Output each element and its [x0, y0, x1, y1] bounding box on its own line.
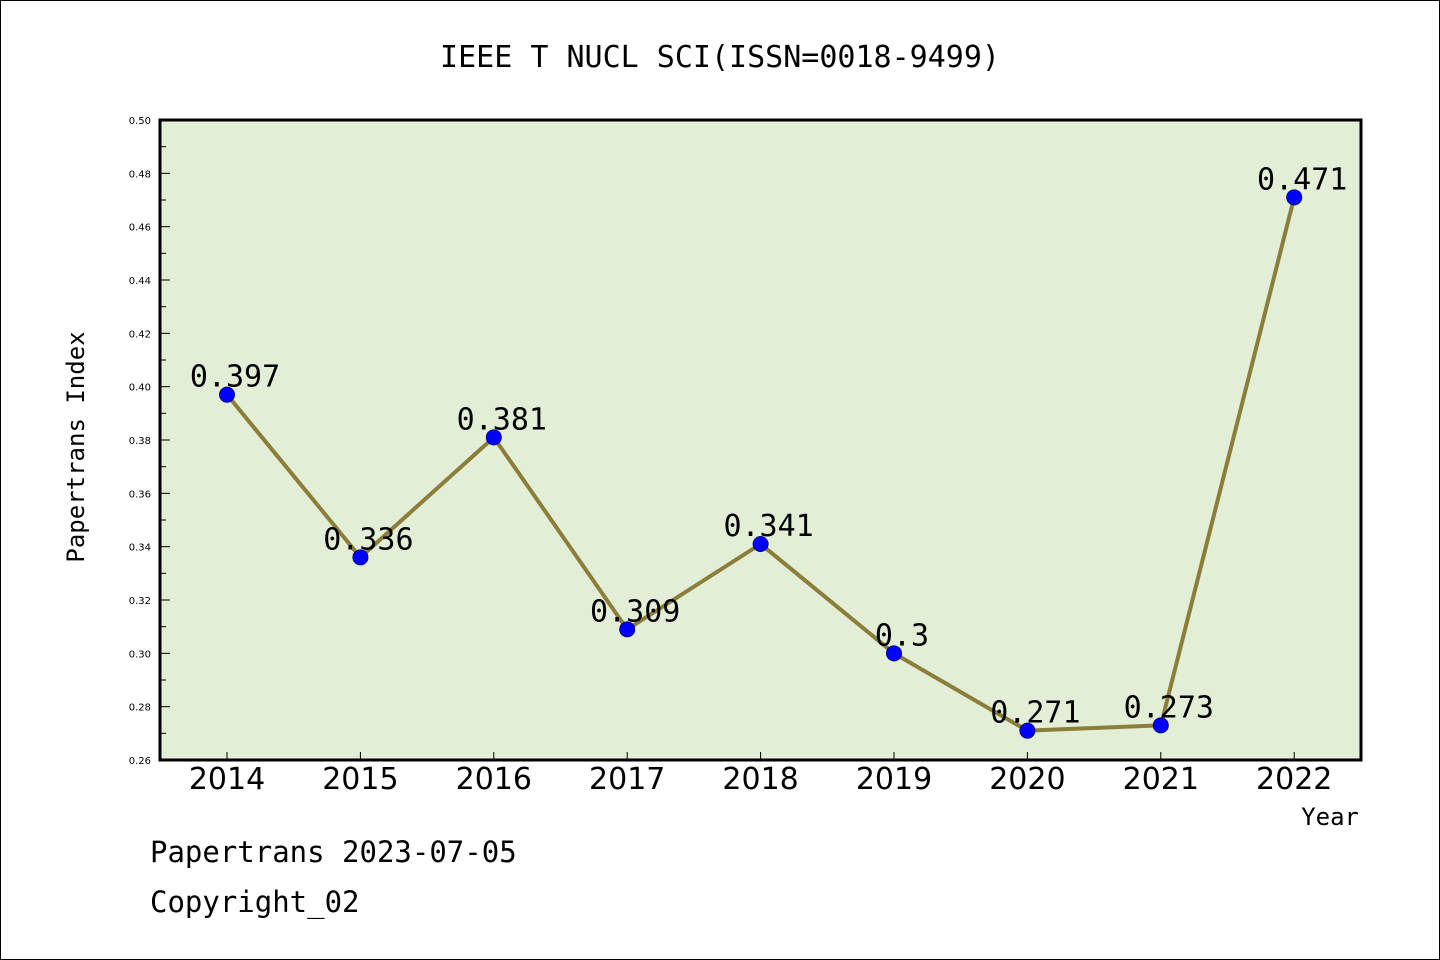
data-label: 0.381 [457, 402, 547, 437]
data-point [752, 536, 769, 552]
x-tick-label: 2020 [989, 762, 1065, 797]
data-point [1019, 722, 1036, 739]
data-point [219, 386, 235, 403]
data-point [352, 549, 369, 566]
data-point [1152, 717, 1169, 734]
data-label: 0.336 [323, 522, 413, 557]
x-tick-label: 2021 [1123, 762, 1199, 797]
x-tick-label: 2017 [589, 762, 665, 797]
data-point [485, 429, 502, 446]
data-point [886, 645, 902, 662]
footer-date: Papertrans 2023-07-05 [150, 835, 517, 869]
x-tick-label: 2015 [322, 762, 398, 797]
y-tick-label: 0.26 [129, 756, 151, 767]
y-tick-label: 0.38 [129, 436, 151, 447]
y-tick-label: 0.28 [129, 703, 151, 714]
data-label: 0.397 [190, 360, 280, 395]
data-point [619, 621, 636, 638]
y-tick-label: 0.42 [129, 329, 151, 340]
data-point [1286, 189, 1303, 206]
y-tick-label: 0.48 [129, 169, 151, 180]
y-axis-label: Papertrans Index [62, 331, 90, 562]
y-tick-label: 0.36 [129, 489, 151, 500]
x-tick-label: 2014 [189, 762, 265, 797]
x-tick-label: 2022 [1256, 762, 1332, 797]
footer-copyright: Copyright_02 [150, 885, 360, 919]
plot-area [158, 118, 1363, 762]
x-tick-label: 2016 [456, 762, 532, 797]
y-tick-label: 0.34 [129, 543, 151, 554]
series-papertrans-index [219, 189, 1303, 739]
y-tick-label: 0.40 [129, 383, 151, 394]
x-tick-label: 2019 [856, 762, 932, 797]
data-label: 0.3 [875, 618, 929, 653]
data-labels: 0.397 0.336 0.381 0.309 0.341 0.3 0.271 0.273 0.… [190, 162, 1348, 730]
x-axis: 2014 2015 2016 2017 2018 2019 2020 2021 2022 [189, 752, 1332, 797]
data-label: 0.341 [723, 509, 813, 544]
y-tick-label: 0.50 [129, 116, 151, 127]
data-label: 0.309 [590, 594, 680, 629]
y-tick-label: 0.46 [129, 223, 151, 234]
data-label: 0.271 [990, 696, 1080, 731]
data-label: 0.273 [1124, 690, 1214, 725]
x-axis-label: Year [1301, 803, 1359, 831]
y-axis: 0.26 0.28 0.30 0.32 0.34 0.36 0.38 0.40 0.42 0.44… [129, 116, 170, 767]
x-tick-label: 2018 [722, 762, 798, 797]
data-label: 0.471 [1257, 162, 1347, 197]
y-tick-label: 0.30 [129, 649, 151, 660]
y-tick-label: 0.44 [129, 276, 151, 287]
chart-title: IEEE T NUCL SCI(ISSN=0018-9499) [440, 40, 1000, 75]
y-tick-label: 0.32 [129, 596, 151, 607]
